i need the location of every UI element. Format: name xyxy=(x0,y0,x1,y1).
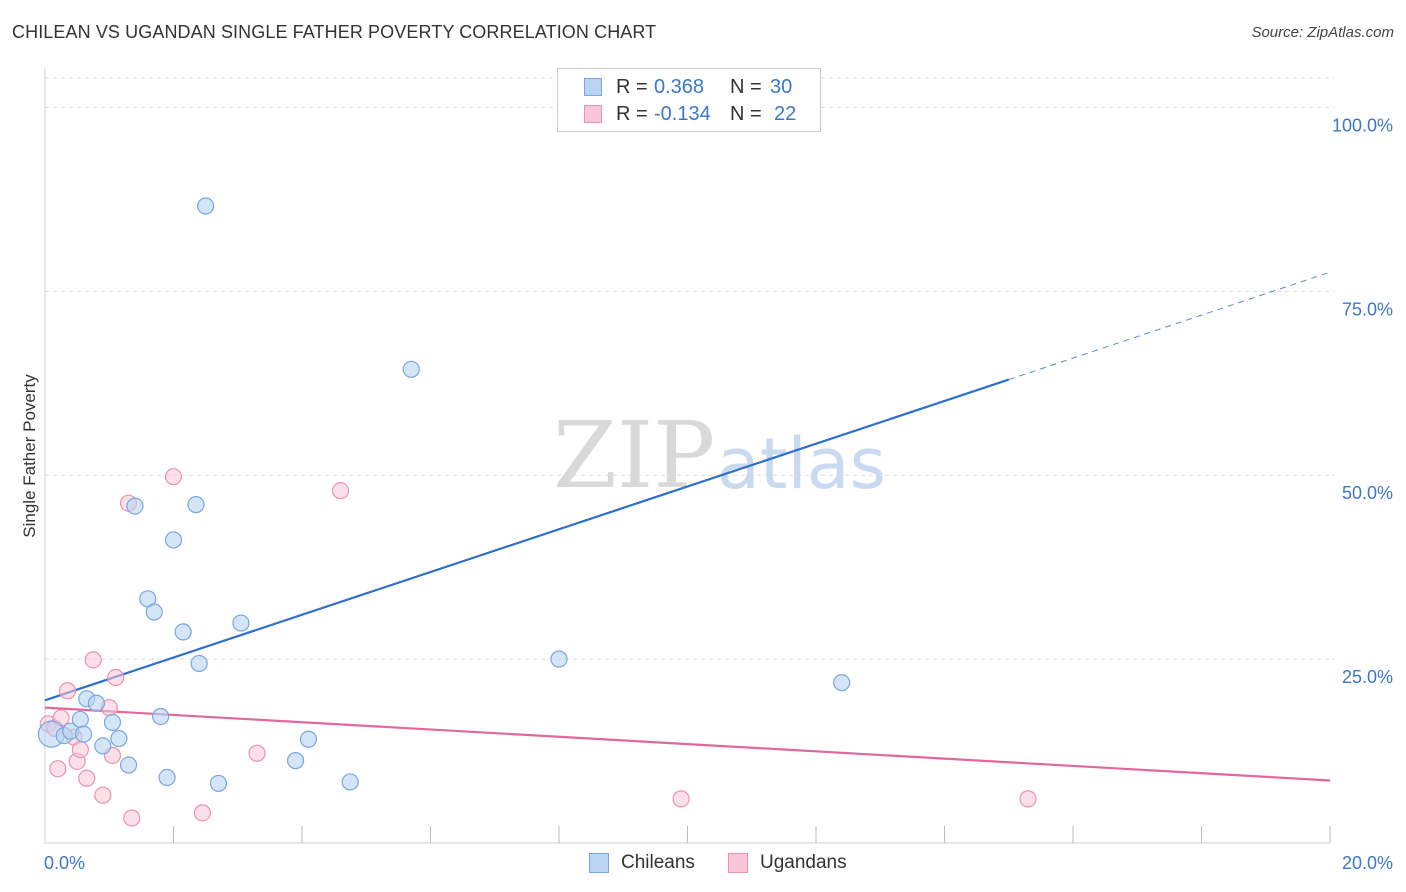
point-ugandans xyxy=(331,482,350,500)
point-chileans xyxy=(103,713,122,731)
trendline-chileans-extension xyxy=(1008,271,1331,381)
point-ugandans xyxy=(123,809,141,827)
point-chileans xyxy=(94,737,112,755)
point-chileans xyxy=(197,197,215,215)
legend-r-value-ugandans: -0.134 xyxy=(654,102,711,125)
point-chileans xyxy=(402,360,420,378)
point-ugandans xyxy=(49,760,67,778)
legend-swatch-chileans xyxy=(584,78,602,96)
watermark-atlas: atlas xyxy=(717,423,886,505)
point-ugandans xyxy=(78,769,96,787)
y-tick-label: 50.0% xyxy=(1342,483,1393,503)
legend-n-label: N = xyxy=(730,75,762,98)
legend-row-chileans: R = 0.368 N = 30 xyxy=(584,75,792,99)
point-chileans xyxy=(119,756,138,774)
point-chileans xyxy=(145,603,163,621)
legend-r-value-chileans: 0.368 xyxy=(654,75,705,98)
point-chileans xyxy=(286,752,305,770)
watermark-zip: ZIP xyxy=(553,402,715,509)
stats-legend: R = 0.368 N = 30 R = -0.134 N = 22 xyxy=(557,68,821,132)
trendline-ugandans xyxy=(44,706,1331,782)
point-ugandans xyxy=(58,682,77,700)
point-chileans xyxy=(341,773,359,791)
point-chileans xyxy=(550,650,568,668)
legend-item-chileans: Chileans xyxy=(589,852,695,874)
legend-label-ugandans: Ugandans xyxy=(760,852,847,873)
legend-swatch-ugandans-bottom xyxy=(728,853,748,873)
y-tick-label: 100.0% xyxy=(1332,115,1393,135)
chart-title: CHILEAN VS UGANDAN SINGLE FATHER POVERTY… xyxy=(12,22,657,42)
y-tick-label: 25.0% xyxy=(1342,667,1393,687)
point-chileans xyxy=(87,694,106,712)
legend-swatch-chileans-bottom xyxy=(589,853,609,873)
point-chileans xyxy=(74,725,93,743)
point-chileans xyxy=(187,496,205,514)
point-chileans xyxy=(833,674,851,692)
point-ugandans xyxy=(164,468,183,486)
point-ugandans xyxy=(107,668,125,687)
legend-swatch-ugandans xyxy=(584,105,602,123)
point-chileans xyxy=(174,623,192,641)
point-chileans xyxy=(110,729,128,748)
source-label: Source: ZipAtlas.com xyxy=(1251,24,1394,41)
point-ugandans xyxy=(1019,790,1037,808)
point-chileans xyxy=(164,531,183,549)
point-chileans xyxy=(209,774,228,793)
point-chileans xyxy=(190,654,208,673)
legend-r-label: R = xyxy=(616,102,648,125)
legend-n-value-chileans: 30 xyxy=(770,75,793,98)
legend-n-label: N = xyxy=(730,102,762,125)
point-chileans xyxy=(152,707,170,726)
x-tick-label: 0.0% xyxy=(44,853,85,873)
point-chileans xyxy=(71,710,89,729)
legend-n-value-ugandans: 22 xyxy=(774,102,797,125)
point-chileans xyxy=(299,730,318,748)
point-ugandans xyxy=(193,804,212,822)
point-chileans xyxy=(158,768,176,787)
y-tick-label: 75.0% xyxy=(1342,299,1393,319)
point-ugandans xyxy=(94,786,112,804)
point-ugandans xyxy=(248,744,266,762)
point-chileans xyxy=(126,497,144,515)
point-ugandans xyxy=(84,651,102,669)
point-ugandans xyxy=(672,790,690,808)
point-ugandans xyxy=(71,740,89,759)
point-chileans xyxy=(232,614,250,632)
legend-label-chileans: Chileans xyxy=(621,852,695,873)
legend-row-ugandans: R = -0.134 N = 22 xyxy=(584,102,796,126)
x-tick-label: 20.0% xyxy=(1342,853,1393,873)
y-axis-label: Single Father Poverty xyxy=(20,374,39,538)
trendline-chileans xyxy=(44,378,1010,702)
legend-r-label: R = xyxy=(616,75,648,98)
legend-item-ugandans: Ugandans xyxy=(728,852,847,874)
